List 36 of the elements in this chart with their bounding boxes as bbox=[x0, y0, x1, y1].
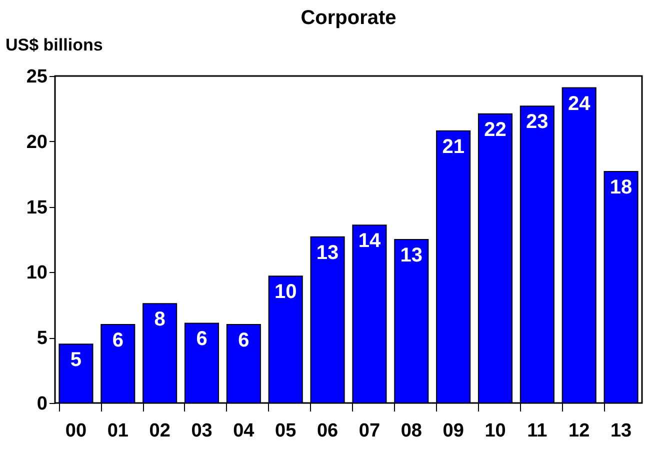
x-tick-label: 03 bbox=[191, 420, 212, 442]
x-tick-label: 01 bbox=[107, 420, 129, 442]
text: 6 bbox=[112, 330, 124, 352]
x-tick-label: 02 bbox=[149, 420, 170, 442]
y-tick-label: 20 bbox=[26, 132, 48, 153]
text: 22 bbox=[484, 118, 506, 141]
text: 13 bbox=[400, 244, 423, 266]
y-tick-label: 5 bbox=[36, 328, 48, 350]
text: 13 bbox=[316, 242, 339, 264]
x-tick-label: 06 bbox=[316, 420, 338, 442]
text: 18 bbox=[610, 176, 632, 198]
text: 10 bbox=[274, 281, 297, 304]
x-tick-label: 13 bbox=[610, 420, 632, 442]
x-tick-label: 05 bbox=[275, 420, 297, 442]
y-tick-label: 0 bbox=[36, 394, 48, 414]
x-tick-label: 00 bbox=[65, 420, 87, 442]
x-tick-label: 12 bbox=[568, 420, 590, 442]
text: 21 bbox=[442, 136, 464, 158]
text: 8 bbox=[154, 308, 166, 331]
text: 5 bbox=[70, 349, 82, 372]
text: 6 bbox=[238, 330, 250, 352]
x-tick-label: 07 bbox=[358, 420, 380, 442]
x-tick-label: 11 bbox=[527, 420, 548, 442]
x-tick-label: 10 bbox=[484, 420, 506, 442]
x-tick-label: 09 bbox=[442, 420, 464, 442]
text: 24 bbox=[568, 92, 590, 115]
y-tick-label: 10 bbox=[26, 262, 48, 284]
x-tick-label: 08 bbox=[400, 420, 422, 442]
y-axis-title: US$ billions bbox=[6, 36, 103, 54]
text: 23 bbox=[526, 111, 548, 134]
text: 14 bbox=[358, 230, 381, 252]
text: 6 bbox=[196, 328, 208, 350]
chart-title: Corporate bbox=[300, 7, 396, 29]
y-tick-label: 25 bbox=[26, 66, 48, 88]
x-tick-label: 04 bbox=[233, 420, 255, 442]
y-tick-label: 15 bbox=[26, 197, 48, 218]
